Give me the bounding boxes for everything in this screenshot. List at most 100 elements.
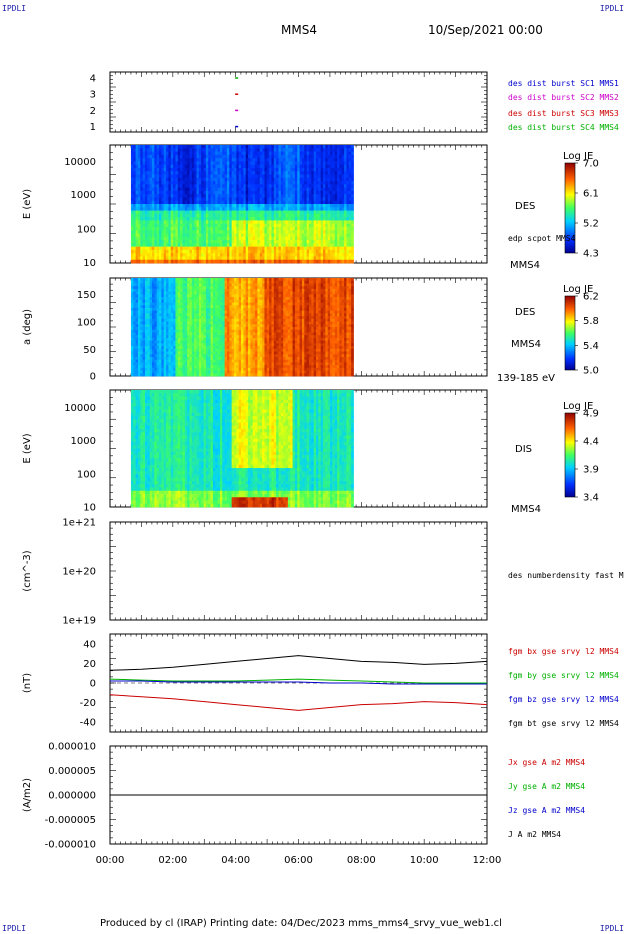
heatmap-cell	[133, 184, 137, 189]
heatmap-cell	[170, 226, 174, 231]
heatmap-cell	[344, 151, 347, 156]
heatmap-cell	[269, 230, 272, 234]
heatmap-cell	[346, 246, 350, 251]
heatmap-cell	[269, 167, 272, 172]
heatmap-cell	[250, 249, 254, 254]
heatmap-cell	[215, 148, 219, 152]
heatmap-cell	[308, 223, 312, 228]
heatmap-cell	[219, 256, 223, 261]
heatmap-cell	[320, 246, 324, 251]
heatmap-cell	[346, 226, 350, 231]
heatmap-cell	[189, 259, 193, 264]
heatmap-cell	[149, 171, 153, 175]
heatmap-cell	[276, 177, 279, 182]
heatmap-cell	[231, 204, 235, 208]
heatmap-cell	[252, 148, 256, 152]
heatmap-cell	[137, 236, 141, 241]
heatmap-cell	[152, 213, 155, 218]
heatmap-cell	[304, 246, 308, 251]
heatmap-cell	[149, 230, 153, 234]
heatmap-cell	[156, 220, 160, 225]
heatmap-cell	[252, 210, 256, 215]
heatmap-cell	[259, 259, 263, 264]
heatmap-cell	[212, 177, 216, 182]
heatmap-cell	[191, 145, 195, 149]
heatmap-cell	[323, 249, 326, 254]
heatmap-cell	[175, 204, 179, 208]
heatmap-cell	[273, 233, 277, 238]
heatmap-cell	[140, 307, 144, 312]
heatmap-cell	[222, 154, 226, 159]
heatmap-cell	[140, 359, 144, 363]
heatmap-cell	[294, 190, 298, 195]
heatmap-cell	[231, 217, 235, 221]
heatmap-cell	[290, 190, 293, 195]
heatmap-cell	[325, 187, 329, 192]
heatmap-cell	[140, 373, 144, 377]
heatmap-cell	[130, 184, 134, 189]
heatmap-cell	[283, 158, 286, 162]
heatmap-cell	[351, 256, 354, 261]
heatmap-cell	[177, 230, 181, 234]
heatmap-cell	[205, 154, 209, 159]
heatmap-cell	[217, 249, 221, 254]
heatmap-cell	[198, 207, 202, 211]
heatmap-cell	[191, 204, 195, 208]
heatmap-cell	[285, 190, 289, 195]
heatmap-cell	[344, 164, 347, 169]
heatmap-cell	[243, 259, 247, 264]
heatmap-cell	[161, 167, 165, 172]
heatmap-cell	[348, 226, 352, 231]
heatmap-cell	[144, 329, 148, 333]
heatmap-cell	[182, 207, 186, 211]
heatmap-cell	[144, 236, 148, 241]
heatmap-cell	[130, 307, 134, 312]
heatmap-cell	[330, 171, 333, 175]
heatmap-cell	[276, 148, 279, 152]
heatmap-cell	[212, 200, 216, 205]
heatmap-cell	[318, 200, 322, 205]
heatmap-cell	[140, 181, 144, 185]
heatmap-cell	[135, 213, 139, 218]
heatmap-cell	[257, 190, 261, 195]
heatmap-cell	[137, 190, 141, 195]
heatmap-cell	[252, 230, 256, 234]
heatmap-cell	[285, 164, 289, 169]
heatmap-cell	[236, 145, 240, 149]
heatmap-cell	[175, 200, 179, 205]
heatmap-cell	[201, 200, 204, 205]
heatmap-cell	[276, 230, 279, 234]
heatmap-cell	[180, 171, 183, 175]
heatmap-cell	[163, 210, 167, 215]
heatmap-cell	[294, 164, 298, 169]
heatmap-cell	[231, 230, 235, 234]
heatmap-cell	[269, 151, 272, 156]
heatmap-cell	[264, 177, 268, 182]
heatmap-cell	[315, 184, 319, 189]
heatmap-cell	[231, 236, 235, 241]
heatmap-cell	[175, 226, 179, 231]
heatmap-cell	[271, 184, 275, 189]
heatmap-cell	[144, 310, 148, 314]
heatmap-cell	[198, 151, 202, 156]
heatmap-cell	[290, 256, 293, 261]
heatmap-cell	[341, 181, 345, 185]
heatmap-cell	[285, 207, 289, 211]
heatmap-cell	[210, 177, 214, 182]
heatmap-cell	[304, 161, 308, 166]
heatmap-cell	[287, 204, 291, 208]
heatmap-cell	[248, 184, 251, 189]
heatmap-cell	[226, 259, 230, 264]
heatmap-cell	[271, 187, 275, 192]
heatmap-cell	[283, 181, 286, 185]
heatmap-cell	[196, 148, 200, 152]
heatmap-cell	[348, 213, 352, 218]
heatmap-cell	[170, 200, 174, 205]
heatmap-cell	[222, 161, 226, 166]
heatmap-cell	[177, 184, 181, 189]
heatmap-cell	[320, 249, 324, 254]
heatmap-cell	[301, 200, 305, 205]
heatmap-cell	[226, 256, 230, 261]
heatmap-cell	[348, 256, 352, 261]
heatmap-cell	[292, 145, 296, 149]
